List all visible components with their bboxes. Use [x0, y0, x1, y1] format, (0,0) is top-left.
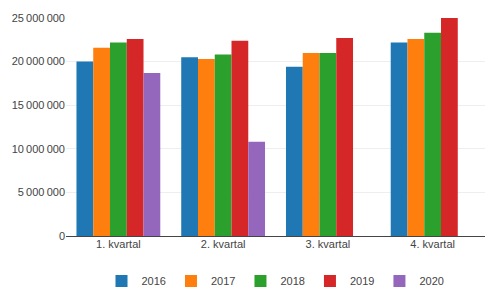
svg-text:2018: 2018 [280, 275, 304, 287]
svg-text:10 000 000: 10 000 000 [12, 143, 65, 155]
svg-text:5 000 000: 5 000 000 [18, 186, 65, 198]
svg-text:2019: 2019 [350, 275, 374, 287]
svg-text:1. kvartal: 1. kvartal [96, 238, 141, 250]
svg-text:2017: 2017 [211, 275, 235, 287]
svg-text:2020: 2020 [419, 275, 443, 287]
svg-text:20 000 000: 20 000 000 [12, 55, 65, 67]
svg-text:4. kvartal: 4. kvartal [410, 238, 455, 250]
svg-text:2. kvartal: 2. kvartal [201, 238, 246, 250]
svg-text:2016: 2016 [142, 275, 166, 287]
svg-text:0: 0 [59, 230, 65, 242]
svg-text:25 000 000: 25 000 000 [12, 12, 65, 24]
svg-text:3. kvartal: 3. kvartal [306, 238, 351, 250]
svg-text:15 000 000: 15 000 000 [12, 99, 65, 111]
